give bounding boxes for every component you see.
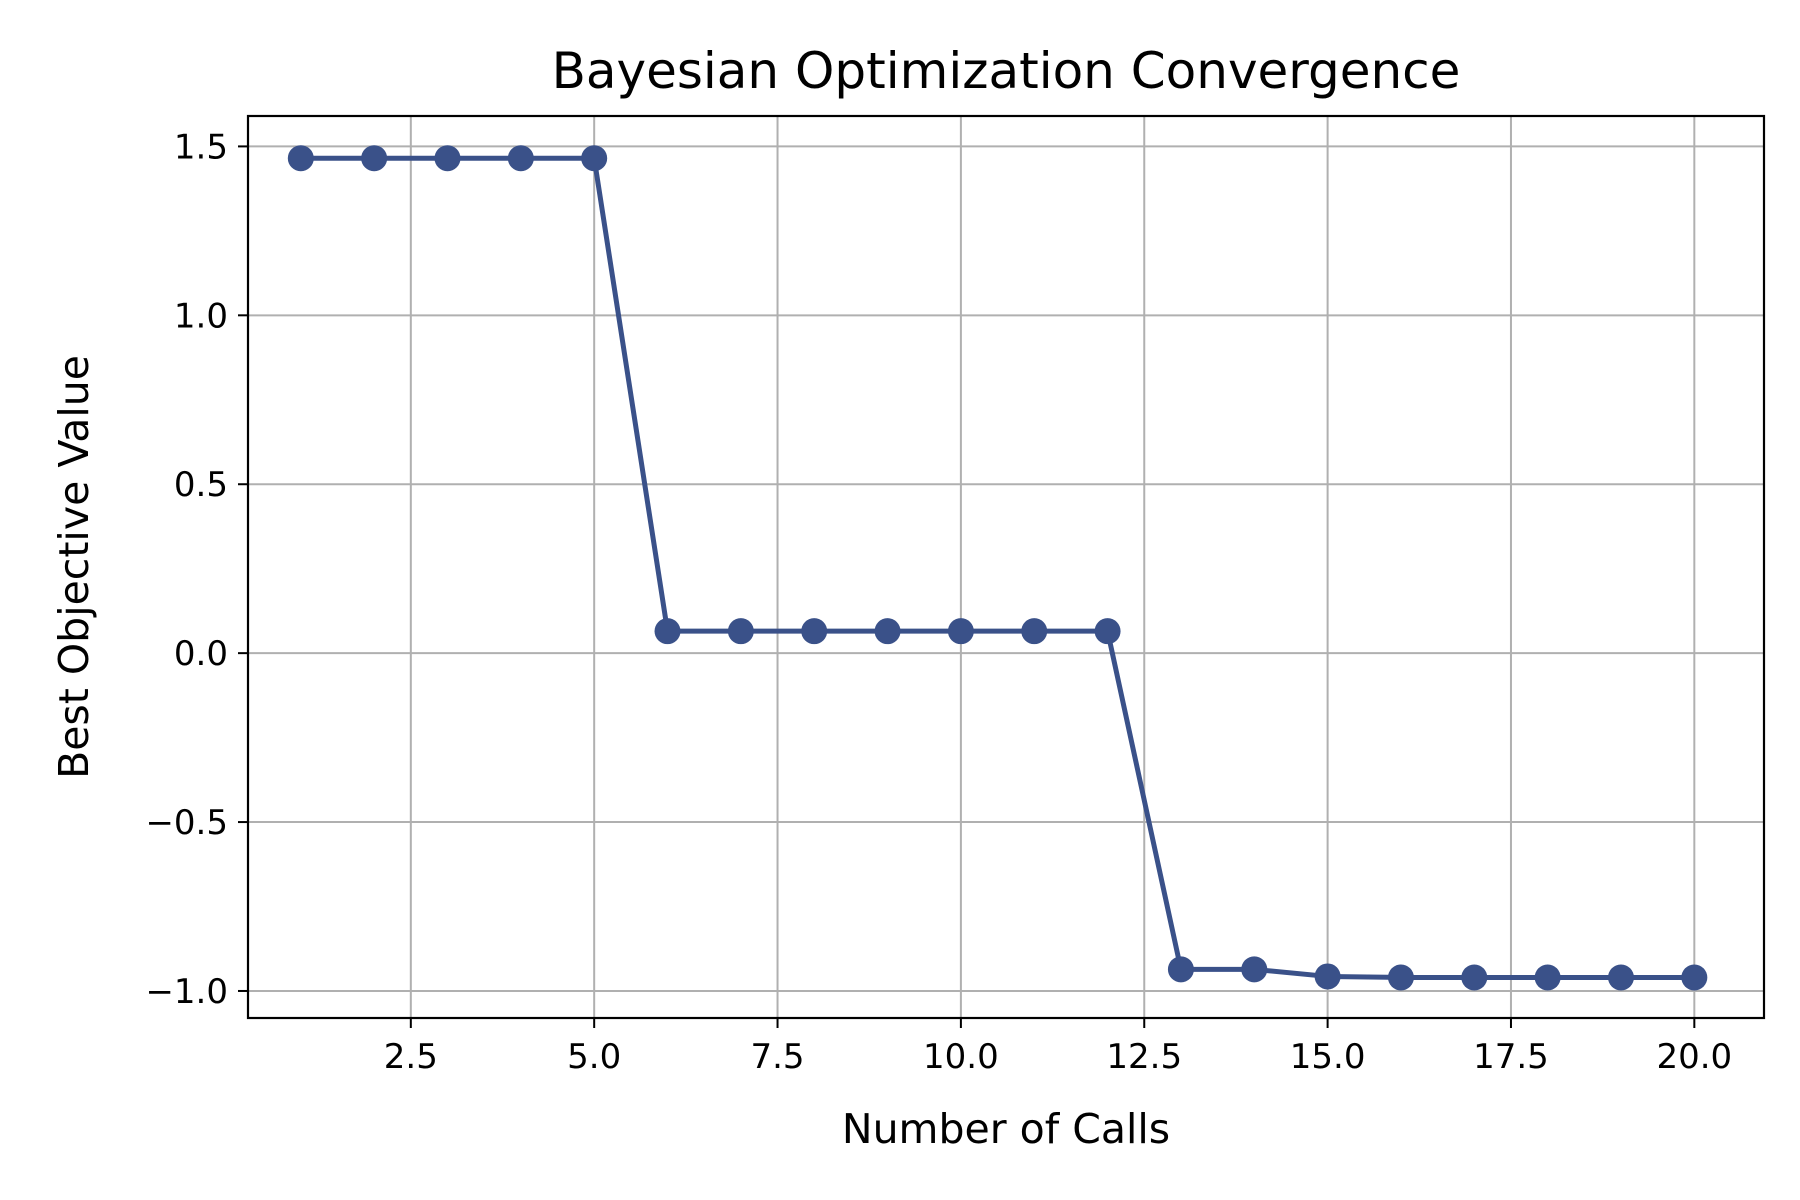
data-point [1681, 964, 1708, 991]
y-tick-label: −1.0 [145, 972, 228, 1012]
grid [248, 116, 1764, 1018]
data-point [507, 145, 534, 172]
data-point [947, 618, 974, 645]
data-point [1534, 964, 1561, 991]
data-point [581, 145, 608, 172]
y-tick-label: −0.5 [145, 803, 228, 843]
y-tick-label: 0.0 [174, 634, 228, 674]
x-tick-label: 7.5 [750, 1037, 804, 1077]
data-point [654, 618, 681, 645]
data-point [1094, 618, 1121, 645]
plot-frame [246, 114, 1766, 1020]
ticks: 2.5 5.0 7.5 10.0 12.5 15.0 17.5 20.0 −1.0 −0.5 0.0… [145, 127, 1732, 1077]
series-layer [287, 145, 1708, 991]
data-point [1461, 964, 1488, 991]
data-point [1314, 963, 1341, 990]
data-point [1607, 964, 1634, 991]
data-point [287, 145, 314, 172]
x-tick-label: 15.0 [1290, 1037, 1366, 1077]
data-point [1387, 964, 1414, 991]
y-tick-label: 0.5 [174, 465, 228, 505]
data-point [874, 618, 901, 645]
data-point [1241, 956, 1268, 983]
data-point [727, 618, 754, 645]
x-tick-label: 17.5 [1473, 1037, 1549, 1077]
data-point [801, 618, 828, 645]
x-tick-label: 2.5 [384, 1037, 438, 1077]
y-tick-label: 1.5 [174, 127, 228, 167]
x-tick-label: 5.0 [567, 1037, 621, 1077]
x-tick-label: 20.0 [1656, 1037, 1732, 1077]
chart-title: Bayesian Optimization Convergence [552, 42, 1461, 100]
data-point [434, 145, 461, 172]
data-point [361, 145, 388, 172]
y-tick-label: 1.0 [174, 296, 228, 336]
y-axis-label: Best Objective Value [50, 355, 98, 779]
x-axis-label: Number of Calls [842, 1105, 1170, 1153]
data-point [1021, 618, 1048, 645]
x-tick-label: 10.0 [923, 1037, 999, 1077]
x-tick-label: 12.5 [1106, 1037, 1182, 1077]
data-point [1167, 956, 1194, 983]
